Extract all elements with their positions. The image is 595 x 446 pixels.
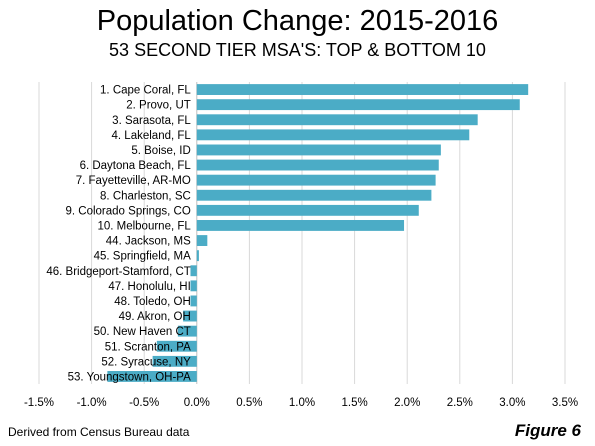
bar bbox=[196, 174, 436, 186]
bar bbox=[190, 295, 197, 307]
category-label: 6. Daytona Beach, FL bbox=[80, 160, 192, 172]
bar bbox=[190, 280, 197, 292]
bar bbox=[196, 84, 529, 95]
x-tick-label: 1.5% bbox=[341, 397, 367, 409]
x-tick-label: 2.0% bbox=[394, 397, 420, 409]
category-label: 1. Cape Coral, FL bbox=[100, 85, 191, 97]
bar bbox=[196, 220, 405, 231]
bar bbox=[156, 340, 197, 352]
bar bbox=[152, 355, 197, 367]
x-tick-labels: -1.5% -1.0% -0.5% 0.0% 0.5% 1.0% 1.5% 2.0% 2.5% 3… bbox=[24, 397, 578, 409]
category-labels: 1. Cape Coral, FL 2. Provo, UT 3. Sarasota… bbox=[46, 85, 191, 384]
bar bbox=[196, 250, 199, 262]
category-label: 45. Springfield, MA bbox=[94, 251, 191, 263]
bar bbox=[196, 144, 441, 156]
category-label: 10. Melbourne, FL bbox=[97, 220, 191, 232]
bars bbox=[107, 84, 529, 382]
category-label: 53. Youngstown, OH-PA bbox=[68, 371, 191, 383]
category-label: 51. Scranton, PA bbox=[105, 341, 191, 353]
category-label: 48. Toledo, OH bbox=[114, 296, 191, 308]
bar bbox=[196, 159, 439, 171]
x-tick-label: -1.0% bbox=[77, 397, 107, 409]
category-label: 46. Bridgeport-Stamford, CT bbox=[46, 266, 190, 278]
bar bbox=[196, 235, 208, 246]
category-label: 3. Sarasota, FL bbox=[112, 115, 191, 127]
x-tick-label: 3.5% bbox=[552, 397, 578, 409]
category-label: 5. Boise, ID bbox=[131, 145, 190, 157]
category-label: 50. New Haven CT bbox=[94, 326, 191, 338]
bar bbox=[183, 310, 197, 322]
category-label: 7. Fayetteville, AR-MO bbox=[76, 175, 191, 187]
bar bbox=[177, 325, 197, 337]
x-tick-label: 1.0% bbox=[289, 397, 315, 409]
bar bbox=[190, 265, 197, 277]
category-label: 8. Charleston, SC bbox=[100, 190, 191, 202]
x-tick-label: 0.0% bbox=[184, 397, 210, 409]
bar bbox=[196, 129, 470, 141]
bar bbox=[107, 371, 197, 382]
gridlines bbox=[38, 82, 566, 384]
source-note: Derived from Census Bureau data bbox=[8, 425, 190, 439]
bar bbox=[196, 204, 419, 216]
category-label: 2. Provo, UT bbox=[126, 100, 191, 112]
x-tick-label: 0.5% bbox=[236, 397, 262, 409]
bar bbox=[196, 189, 432, 201]
category-label: 4. Lakeland, FL bbox=[112, 130, 192, 142]
category-label: 52. Syracuse, NY bbox=[101, 356, 191, 368]
x-tick-label: -0.5% bbox=[129, 397, 159, 409]
x-tick-label: 3.0% bbox=[499, 397, 525, 409]
chart-subtitle: 53 SECOND TIER MSA'S: TOP & BOTTOM 10 bbox=[109, 40, 486, 60]
figure-label: Figure 6 bbox=[514, 421, 581, 440]
bar bbox=[196, 99, 520, 111]
category-label: 9. Colorado Springs, CO bbox=[66, 205, 191, 217]
x-tick-label: -1.5% bbox=[24, 397, 54, 409]
category-label: 49. Akron, OH bbox=[119, 311, 191, 323]
category-label: 47. Honolulu, HI bbox=[108, 281, 190, 293]
bar bbox=[196, 114, 478, 126]
chart-title: Population Change: 2015-2016 bbox=[96, 5, 499, 37]
category-label: 44. Jackson, MS bbox=[106, 236, 191, 248]
x-tick-label: 2.5% bbox=[447, 397, 473, 409]
